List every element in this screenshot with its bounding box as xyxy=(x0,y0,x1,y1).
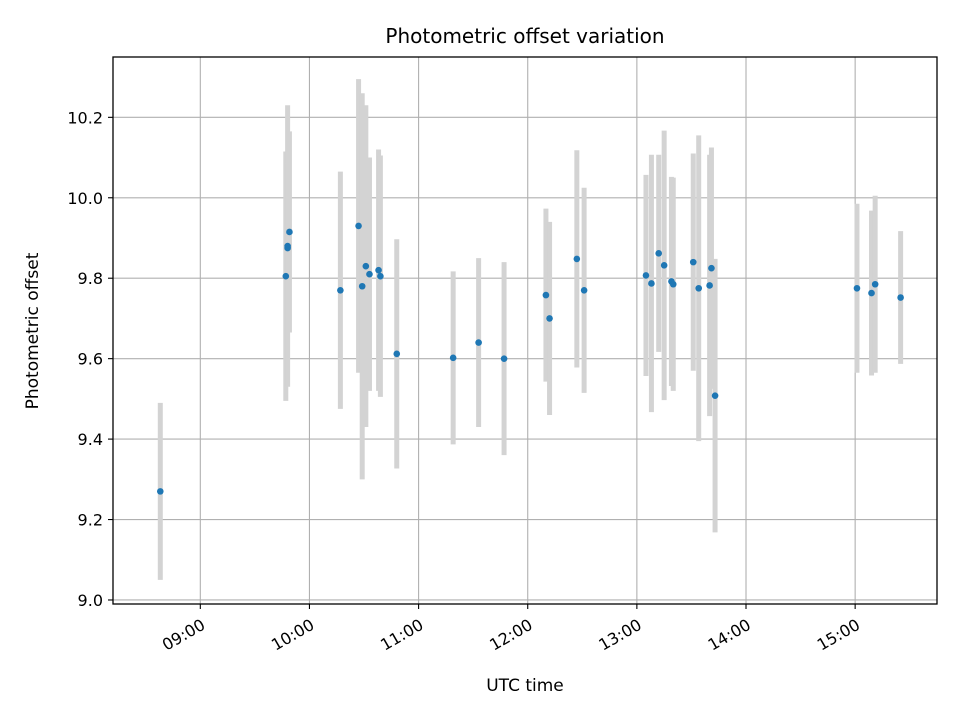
data-point xyxy=(868,289,875,297)
data-point xyxy=(500,355,508,362)
data-point xyxy=(156,488,164,495)
data-point xyxy=(669,280,677,288)
x-tick-label: 11:00 xyxy=(377,615,426,655)
data-point xyxy=(695,284,703,292)
data-point xyxy=(542,291,550,299)
data-point xyxy=(366,270,373,278)
y-axis: 9.0 9.2 9.4 9.6 9.8 10.0 10.2 xyxy=(67,108,113,610)
data-point xyxy=(655,249,662,257)
data-point xyxy=(711,392,719,399)
x-tick-label: 15:00 xyxy=(814,615,863,655)
y-tick-label: 9.4 xyxy=(78,430,103,449)
x-tick-label: 13:00 xyxy=(595,615,644,655)
data-point xyxy=(708,264,715,272)
chart-title: Photometric offset variation xyxy=(385,24,664,48)
data-point xyxy=(355,222,362,230)
y-tick-label: 9.2 xyxy=(78,511,103,530)
data-point xyxy=(573,255,581,263)
data-point xyxy=(706,282,713,289)
data-point xyxy=(393,350,401,358)
data-point xyxy=(362,262,370,270)
x-axis: 09:00 10:00 11:00 12:00 13:00 14:00 15:00 xyxy=(159,604,863,655)
data-point xyxy=(475,339,482,346)
y-axis-label: Photometric offset xyxy=(23,252,43,409)
y-tick-label: 10.0 xyxy=(67,189,103,208)
x-tick-label: 10:00 xyxy=(268,615,317,655)
grid xyxy=(113,57,937,604)
data-points xyxy=(156,222,904,495)
data-point xyxy=(375,266,382,274)
x-tick-label: 09:00 xyxy=(159,615,208,655)
x-tick-label: 12:00 xyxy=(486,615,535,655)
data-point xyxy=(358,282,366,290)
y-tick-label: 10.2 xyxy=(67,108,103,127)
data-point xyxy=(660,262,668,269)
data-point xyxy=(286,228,293,236)
data-point xyxy=(642,272,650,279)
y-tick-label: 9.8 xyxy=(78,269,103,288)
data-point xyxy=(689,258,697,266)
data-point xyxy=(580,286,588,294)
data-point xyxy=(546,315,553,322)
errorbars xyxy=(157,79,904,580)
data-point xyxy=(897,294,904,301)
data-point xyxy=(337,286,344,294)
y-tick-label: 9.0 xyxy=(78,591,103,610)
data-point xyxy=(853,284,861,292)
data-point xyxy=(648,280,655,287)
x-tick-label: 14:00 xyxy=(705,615,754,655)
data-point xyxy=(449,354,457,362)
plot-frame xyxy=(112,56,938,605)
data-point xyxy=(284,244,291,252)
data-point xyxy=(377,272,384,280)
y-tick-label: 9.6 xyxy=(78,350,103,369)
data-point xyxy=(871,280,879,288)
x-axis-label: UTC time xyxy=(486,676,564,696)
data-point xyxy=(282,272,290,280)
